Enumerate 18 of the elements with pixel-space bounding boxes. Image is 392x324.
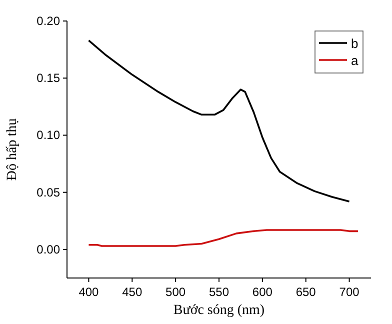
- y-tick-label: 0.10: [36, 128, 60, 142]
- y-tick-label: 0.05: [36, 185, 60, 200]
- x-tick-label: 500: [166, 285, 186, 299]
- y-tick-label: 0.20: [36, 14, 60, 28]
- line-series: [88, 229, 359, 247]
- x-tick-label: 700: [339, 285, 360, 299]
- x-tick-label: 600: [252, 285, 273, 299]
- x-tick-label: 650: [296, 285, 316, 299]
- legend-label: b: [351, 36, 358, 51]
- x-tick-label: 450: [122, 285, 142, 299]
- line-series: [88, 40, 350, 202]
- y-axis-title: Độ hấp thụ: [5, 118, 20, 181]
- x-tick-label: 400: [78, 285, 100, 299]
- x-tick-label: 550: [208, 285, 230, 299]
- x-axis-title: Bước sóng (nm): [173, 303, 265, 318]
- legend-label: a: [351, 53, 359, 68]
- y-tick-label: 0.15: [36, 71, 60, 86]
- y-tick-label: 0.00: [36, 242, 60, 256]
